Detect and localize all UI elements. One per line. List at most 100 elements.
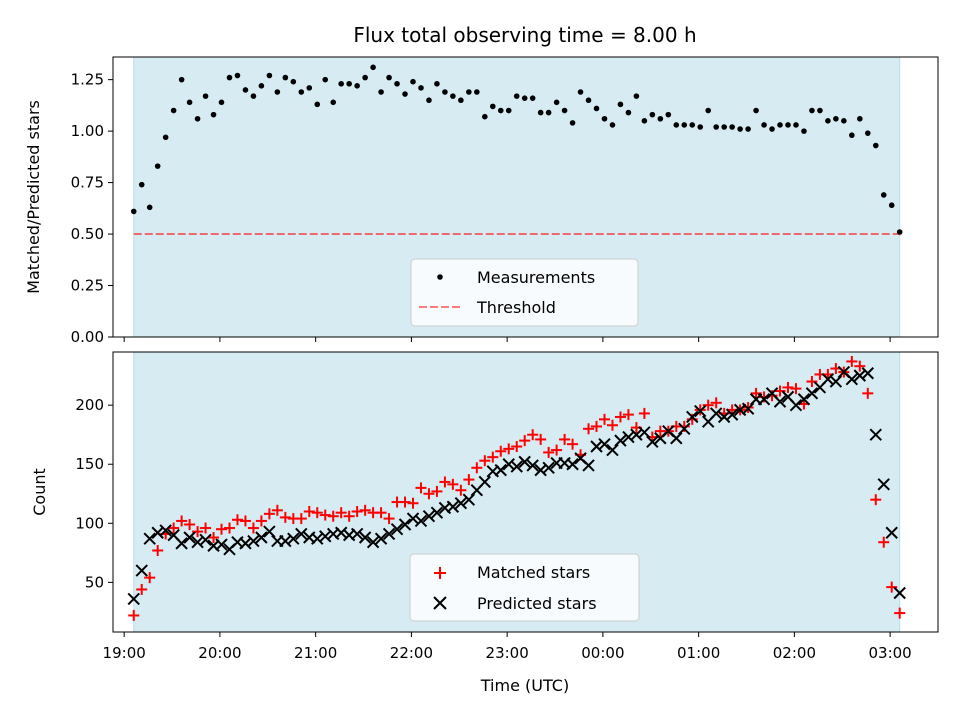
measurement-point <box>697 124 704 130</box>
ratio-panel-frame <box>112 56 939 338</box>
predicted-star-points <box>127 365 906 606</box>
matched-point <box>479 455 491 467</box>
predicted-point <box>151 526 164 539</box>
predicted-point <box>295 527 308 541</box>
ratio-y-tick-label: 0.00 <box>71 328 104 346</box>
measurement-point <box>362 74 368 81</box>
measurement-point <box>298 89 305 95</box>
count-y-tick-label: 50 <box>85 573 104 591</box>
legend-threshold-label: Threshold <box>476 298 556 317</box>
measurement-point <box>625 109 632 116</box>
matched-point <box>606 419 618 431</box>
measurement-point <box>306 85 313 91</box>
predicted-point <box>279 534 292 548</box>
matched-point <box>495 445 507 457</box>
predicted-point <box>885 526 898 539</box>
predicted-point <box>398 518 412 531</box>
measurement-point <box>521 95 528 101</box>
predicted-point <box>845 372 859 386</box>
predicted-point <box>638 426 651 439</box>
count-x-tick-label: 20:00 <box>198 644 241 662</box>
ratio-y-tick-label: 1.25 <box>71 71 104 89</box>
predicted-point <box>255 531 268 544</box>
matched-point <box>407 497 419 509</box>
measurement-point <box>210 111 217 118</box>
measurement-point <box>170 107 177 114</box>
matched-point <box>503 443 515 455</box>
measurement-point <box>673 122 680 128</box>
matched-point <box>343 510 355 522</box>
ratio-y-axis-label: Matched/Predicted stars <box>24 100 43 294</box>
measurement-point <box>833 115 839 122</box>
measurement-point <box>801 128 807 134</box>
predicted-point <box>374 532 388 545</box>
measurement-point <box>825 118 831 124</box>
measurement-point <box>346 80 352 87</box>
matched-point <box>806 376 818 388</box>
matched-star-points <box>128 355 906 621</box>
predicted-point <box>534 463 547 477</box>
measurement-point <box>194 115 201 122</box>
measurement-point <box>817 107 823 114</box>
measurement-point <box>737 126 743 132</box>
ratio-y-tick-label: 0.75 <box>71 174 104 192</box>
predicted-point <box>542 461 555 474</box>
count-x-tick-label: 01:00 <box>677 644 720 662</box>
measurement-point <box>641 118 648 124</box>
ratio-legend: Measurements Threshold <box>410 258 639 327</box>
measurement-point <box>777 122 783 128</box>
predicted-point <box>694 404 707 418</box>
matched-point <box>152 544 164 556</box>
predicted-point <box>861 367 874 380</box>
predicted-point <box>366 536 380 549</box>
measurement-point <box>665 111 672 118</box>
legend-measurements-marker <box>437 274 443 280</box>
measurement-point <box>322 76 329 83</box>
matched-point <box>192 526 204 538</box>
matched-point <box>335 507 347 519</box>
matched-point <box>782 381 794 393</box>
predicted-point <box>853 369 867 382</box>
matched-point <box>176 515 188 527</box>
matched-point <box>168 522 180 534</box>
predicted-point <box>502 458 515 471</box>
measurement-point <box>442 89 448 95</box>
measurement-point <box>489 103 496 110</box>
matched-point <box>790 383 802 395</box>
ratio-y-tick-label: 0.50 <box>71 225 104 243</box>
matched-point <box>543 446 555 458</box>
matched-point <box>295 513 307 525</box>
measurement-point <box>250 93 257 99</box>
measurement-point <box>841 118 847 124</box>
matched-point <box>399 496 411 508</box>
measurement-point <box>729 124 735 130</box>
predicted-point <box>709 407 723 420</box>
predicted-point <box>510 460 523 473</box>
measurement-point <box>633 93 640 99</box>
predicted-point <box>526 459 539 472</box>
legend-predicted-label: Predicted stars <box>477 594 597 613</box>
matched-point <box>247 522 259 534</box>
predicted-point <box>462 493 476 506</box>
predicted-point <box>741 402 755 415</box>
ratio-y-tick-label: 0.25 <box>71 277 104 295</box>
predicted-point <box>215 538 228 551</box>
measurement-point <box>258 83 265 89</box>
matched-point <box>527 429 539 441</box>
count-panel: 50 100 150 200 19:00 20:00 21:00 22:00 23:00 00:… <box>30 351 939 695</box>
matched-point <box>223 522 235 534</box>
ratio-panel: 0.00 0.25 0.50 0.75 1.00 1.25 Matched/Predict… <box>24 56 939 346</box>
matched-point <box>216 523 228 535</box>
measurement-point <box>553 99 560 106</box>
matched-point <box>383 513 395 525</box>
matched-point <box>886 581 898 593</box>
predicted-point <box>319 530 332 543</box>
count-x-tick-label: 23:00 <box>486 644 529 662</box>
matched-point <box>231 514 243 526</box>
measurement-point <box>529 95 536 101</box>
measurement-point <box>561 107 568 114</box>
ratio-y-ticks: 0.00 0.25 0.50 0.75 1.00 1.25 <box>71 71 113 346</box>
measurement-point <box>497 107 504 114</box>
measurement-point <box>354 83 360 89</box>
